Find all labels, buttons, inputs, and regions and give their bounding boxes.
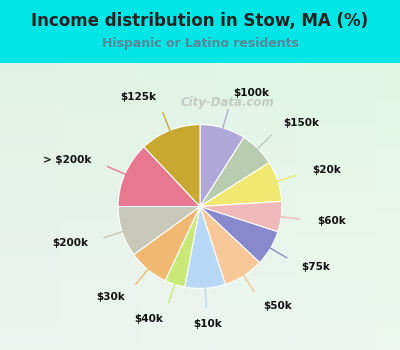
- Wedge shape: [200, 206, 260, 285]
- Text: $200k: $200k: [52, 238, 88, 248]
- Wedge shape: [118, 206, 200, 255]
- Wedge shape: [200, 201, 282, 232]
- Wedge shape: [165, 206, 200, 287]
- Wedge shape: [144, 125, 200, 206]
- Wedge shape: [200, 137, 269, 206]
- Text: $100k: $100k: [233, 88, 269, 98]
- Text: > $200k: > $200k: [43, 155, 92, 164]
- Text: $10k: $10k: [193, 319, 222, 329]
- Wedge shape: [134, 206, 200, 281]
- Text: $125k: $125k: [120, 92, 156, 102]
- Text: $50k: $50k: [263, 301, 292, 311]
- Text: $75k: $75k: [302, 261, 330, 272]
- Text: $30k: $30k: [96, 292, 125, 302]
- Text: $60k: $60k: [317, 216, 346, 226]
- Wedge shape: [185, 206, 225, 288]
- Text: $40k: $40k: [135, 314, 164, 324]
- Wedge shape: [200, 163, 282, 206]
- Wedge shape: [118, 147, 200, 206]
- Text: $20k: $20k: [312, 165, 341, 175]
- Text: $150k: $150k: [283, 118, 319, 128]
- Wedge shape: [200, 125, 244, 206]
- Text: City-Data.com: City-Data.com: [180, 96, 274, 109]
- Wedge shape: [200, 206, 278, 262]
- Text: Income distribution in Stow, MA (%): Income distribution in Stow, MA (%): [32, 12, 368, 30]
- Text: Hispanic or Latino residents: Hispanic or Latino residents: [102, 37, 298, 50]
